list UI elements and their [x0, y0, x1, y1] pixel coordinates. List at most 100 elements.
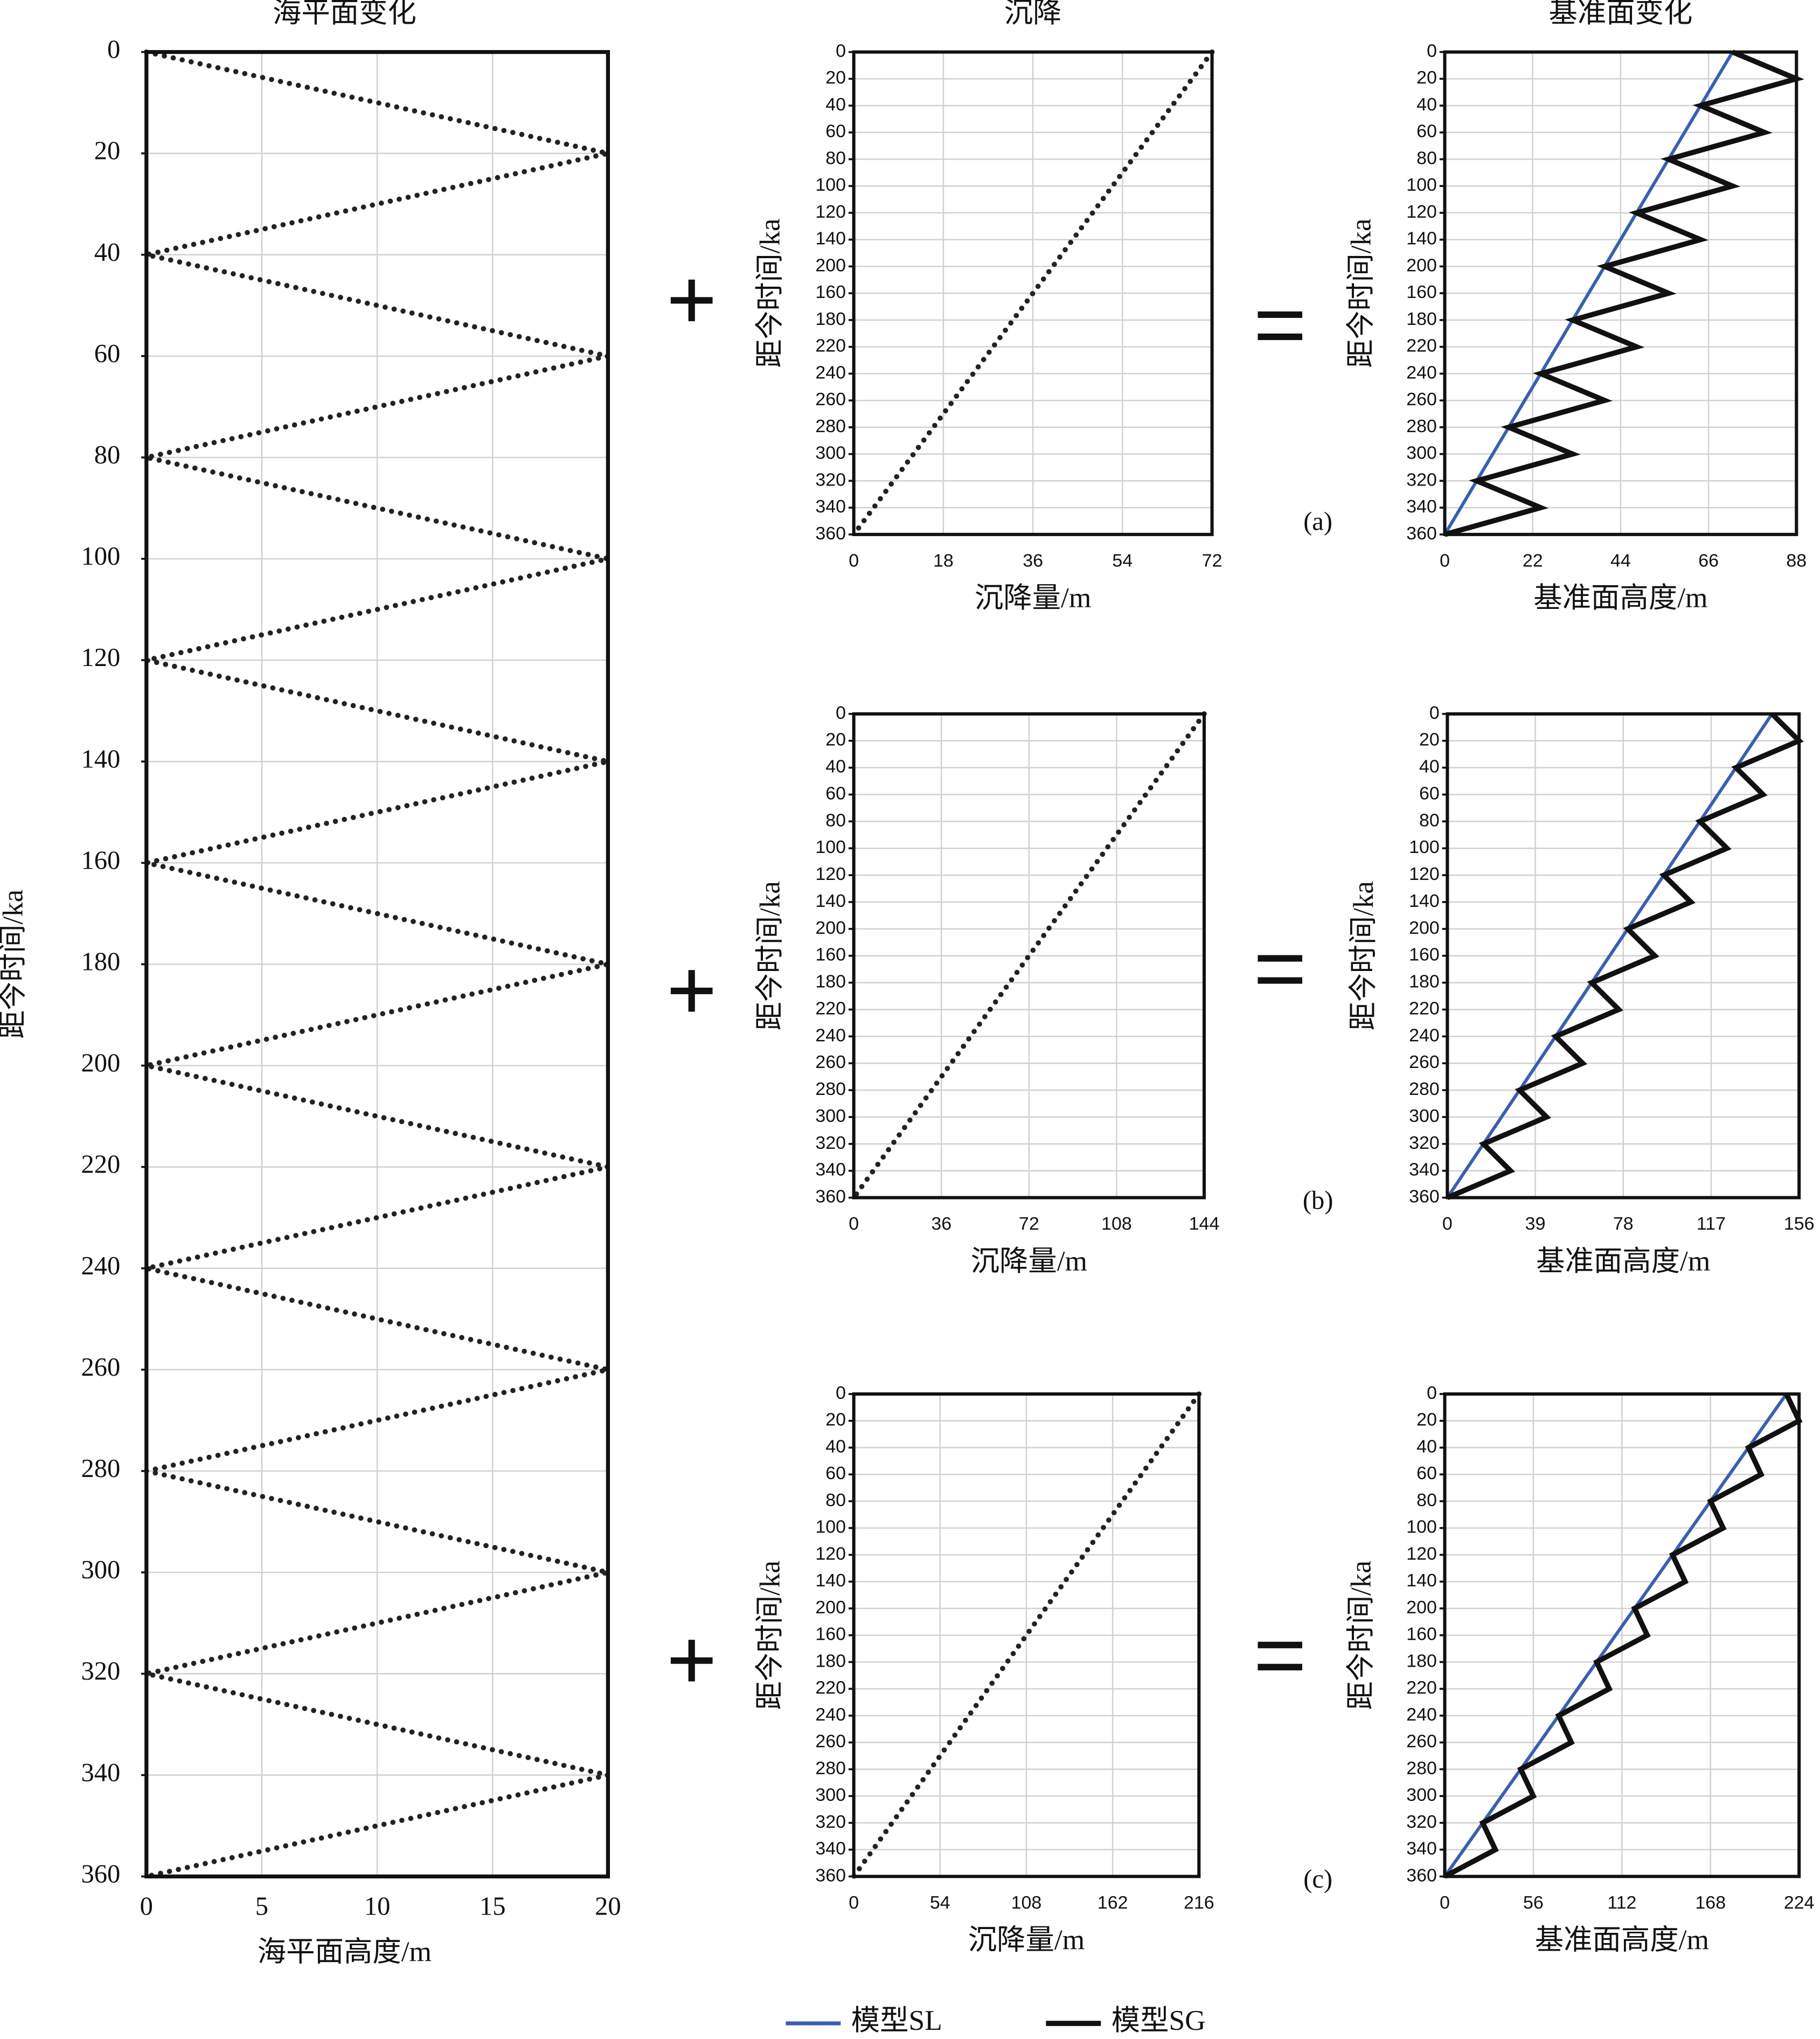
y-tick-label: 80	[1416, 1490, 1437, 1510]
y-tick-label: 240	[81, 1252, 120, 1280]
chart-title: 沉降	[1004, 0, 1062, 29]
y-tick-label: 100	[1406, 175, 1437, 195]
y-tick-label: 280	[1409, 1079, 1440, 1099]
y-tick-label: 80	[825, 810, 846, 830]
y-tick-label: 360	[815, 1187, 846, 1207]
y-tick-label: 240	[1406, 362, 1437, 383]
y-tick-label: 60	[94, 339, 121, 368]
series-line	[1446, 713, 1774, 1199]
y-tick-label: 300	[815, 1785, 846, 1805]
plot-frame	[852, 50, 1214, 536]
y-tick-label: 20	[94, 137, 121, 165]
y-tick-label: 220	[815, 336, 846, 356]
y-tick-label: 20	[1416, 1410, 1437, 1430]
y-tick-label: 300	[1409, 1106, 1440, 1126]
y-tick-label: 160	[1406, 282, 1437, 302]
y-axis-label: 距今时间/ka	[1345, 1561, 1377, 1710]
y-tick-label: 200	[1409, 918, 1440, 938]
series-line	[1443, 1393, 1788, 1878]
plot-frame	[144, 50, 610, 1878]
y-tick-label: 360	[1406, 523, 1437, 544]
y-tick-label: 180	[815, 309, 846, 329]
plot-frame	[852, 712, 1206, 1199]
y-axis-label: 距今时间/ka	[1345, 219, 1377, 368]
chart-title: 海平面变化	[273, 0, 416, 29]
y-tick-label: 180	[1409, 972, 1440, 992]
series-line	[851, 49, 1215, 537]
x-tick-label: 56	[1523, 1892, 1544, 1913]
x-tick-label: 0	[140, 1892, 153, 1921]
plot-frame	[852, 1392, 1201, 1878]
y-tick-label: 120	[815, 1543, 846, 1564]
x-tick-label: 216	[1184, 1892, 1214, 1913]
y-tick-label: 340	[1406, 1839, 1437, 1859]
y-tick-label: 340	[81, 1758, 120, 1787]
x-tick-label: 112	[1607, 1892, 1636, 1913]
y-tick-label: 320	[1406, 469, 1437, 490]
y-tick-label: 100	[815, 175, 846, 195]
y-tick-label: 260	[815, 1052, 846, 1072]
y-tick-label: 340	[1409, 1160, 1440, 1180]
y-tick-label: 120	[1406, 1543, 1437, 1564]
x-axis-label: 沉降量/m	[975, 582, 1092, 614]
y-tick-label: 300	[815, 1106, 846, 1126]
x-tick-label: 168	[1695, 1892, 1726, 1913]
y-tick-label: 320	[1406, 1812, 1437, 1832]
plus-signs	[670, 279, 713, 1682]
y-tick-label: 340	[815, 496, 846, 517]
y-tick-label: 200	[81, 1049, 120, 1078]
x-tick-label: 72	[1202, 551, 1222, 571]
series-line	[851, 1391, 1202, 1880]
x-axis-label: 沉降量/m	[971, 1245, 1088, 1277]
y-tick-label: 140	[815, 1570, 846, 1591]
y-tick-label: 160	[815, 1624, 846, 1645]
y-tick-label: 240	[1406, 1704, 1437, 1725]
y-tick-label: 40	[1416, 94, 1437, 115]
y-axis-label: 距今时间/ka	[1347, 881, 1379, 1030]
y-tick-label: 200	[1406, 1597, 1437, 1618]
y-tick-label: 180	[815, 972, 846, 992]
y-tick-label: 60	[825, 783, 846, 804]
y-tick-label: 20	[825, 67, 846, 88]
x-axis-label: 海平面高度/m	[258, 1936, 432, 1967]
y-tick-label: 320	[815, 1812, 846, 1832]
y-axis-label: 距今时间/ka	[754, 881, 786, 1030]
y-tick-label: 260	[1406, 389, 1437, 410]
y-tick-label: 60	[825, 121, 846, 142]
y-tick-label: 0	[836, 41, 846, 61]
y-tick-label: 80	[825, 1490, 846, 1510]
x-tick-label: 162	[1097, 1892, 1128, 1913]
y-tick-label: 140	[1406, 228, 1437, 249]
y-tick-label: 320	[1409, 1133, 1440, 1153]
x-tick-label: 44	[1610, 551, 1631, 571]
x-tick-label: 108	[1101, 1213, 1132, 1234]
legend-label: 模型SG	[1112, 2005, 1206, 2036]
y-tick-label: 360	[815, 1865, 846, 1885]
x-tick-label: 224	[1784, 1892, 1815, 1913]
y-tick-label: 200	[815, 255, 846, 275]
x-axis-label: 基准面高度/m	[1536, 1245, 1710, 1277]
x-tick-label: 144	[1189, 1213, 1220, 1234]
y-tick-label: 320	[815, 1133, 846, 1153]
y-tick-label: 160	[1406, 1624, 1437, 1645]
y-tick-label: 280	[815, 1758, 846, 1778]
y-tick-label: 180	[1406, 309, 1437, 329]
y-tick-label: 300	[1406, 1785, 1437, 1805]
y-tick-label: 160	[1409, 945, 1440, 965]
series-line	[1446, 712, 1804, 1201]
plot-frame	[1443, 1392, 1801, 1878]
series-line	[1443, 51, 1734, 536]
y-tick-label: 180	[815, 1650, 846, 1671]
x-tick-label: 15	[480, 1892, 506, 1921]
y-tick-label: 180	[1406, 1650, 1437, 1671]
panel-label: (c)	[1303, 1865, 1332, 1894]
x-axis-label: 沉降量/m	[968, 1924, 1085, 1956]
y-tick-label: 240	[815, 1704, 846, 1725]
x-tick-label: 22	[1523, 551, 1543, 571]
y-tick-label: 280	[81, 1454, 120, 1483]
y-tick-label: 120	[815, 864, 846, 884]
y-tick-label: 360	[1406, 1865, 1437, 1885]
y-tick-label: 220	[81, 1150, 120, 1179]
y-tick-label: 100	[815, 837, 846, 857]
y-tick-label: 200	[815, 918, 846, 938]
